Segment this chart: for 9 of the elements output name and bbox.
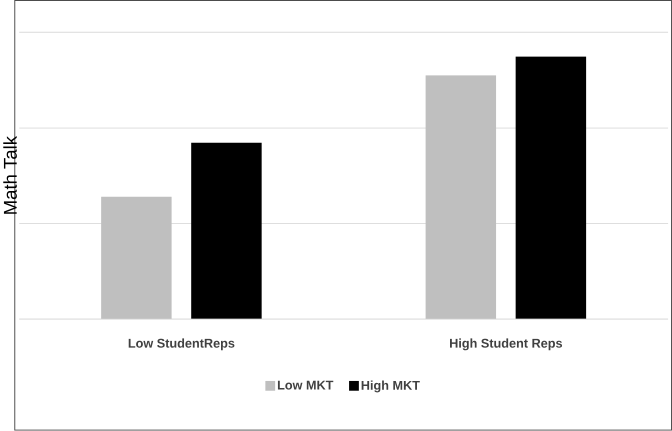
bar (101, 196, 172, 320)
x-tick-label: Low StudentReps (128, 338, 234, 350)
bar (191, 142, 262, 320)
x-tick-label: High Student Reps (450, 338, 562, 350)
legend-label: High MKT (362, 380, 420, 393)
bar (426, 75, 496, 320)
y-axis-title: Math Talk (3, 136, 17, 214)
legend-label: Low MKT (278, 380, 334, 390)
bar (516, 56, 586, 320)
